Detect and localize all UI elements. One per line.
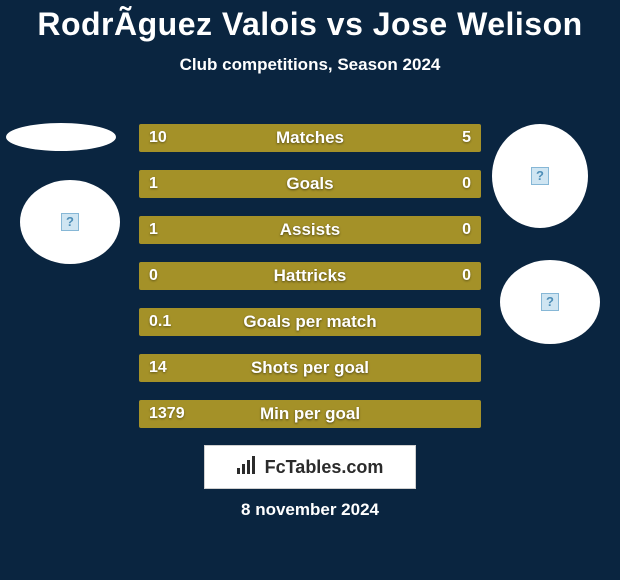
brand-text: FcTables.com (265, 457, 384, 477)
stat-label: Goals (139, 170, 481, 198)
bars-icon (237, 447, 259, 489)
brand-footer: FcTables.com (204, 445, 416, 489)
decor-ellipse (6, 123, 116, 151)
stat-label: Assists (139, 216, 481, 244)
stat-label: Min per goal (139, 400, 481, 428)
stat-label: Goals per match (139, 308, 481, 336)
stat-row: 00Hattricks (139, 262, 481, 290)
stats-container: 105Matches 10Goals 10Assists 00Hattricks 0.1… (139, 124, 481, 446)
stat-row: 0.1Goals per match (139, 308, 481, 336)
question-icon: ? (541, 293, 559, 311)
stat-label: Hattricks (139, 262, 481, 290)
stat-row: 10Assists (139, 216, 481, 244)
stat-row: 10Goals (139, 170, 481, 198)
date-text: 8 november 2024 (0, 500, 620, 520)
subtitle: Club competitions, Season 2024 (0, 55, 620, 75)
stat-row: 1379Min per goal (139, 400, 481, 428)
stat-row: 14Shots per goal (139, 354, 481, 382)
stat-row: 105Matches (139, 124, 481, 152)
question-icon: ? (61, 213, 79, 231)
decor-circle-bot-right: ? (500, 260, 600, 344)
decor-circle-top-right: ? (492, 124, 588, 228)
question-icon: ? (531, 167, 549, 185)
stat-label: Shots per goal (139, 354, 481, 382)
page-title: RodrÃ­guez Valois vs Jose Welison (0, 0, 620, 43)
stat-label: Matches (139, 124, 481, 152)
decor-circle-left: ? (20, 180, 120, 264)
